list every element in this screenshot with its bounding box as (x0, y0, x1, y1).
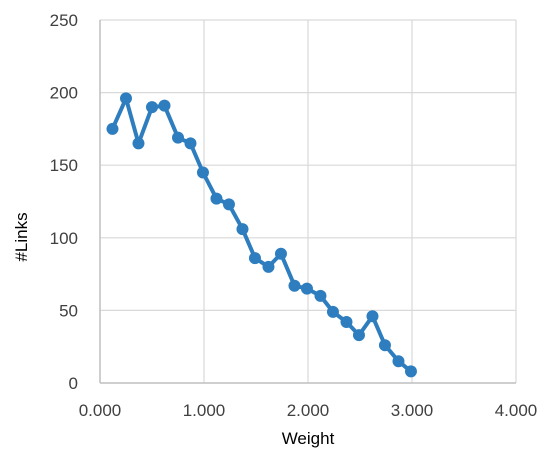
data-point (184, 137, 197, 150)
data-point (314, 289, 327, 302)
data-point (378, 339, 391, 352)
data-point (262, 260, 275, 273)
data-point (366, 310, 379, 323)
data-point (300, 282, 313, 295)
data-point (120, 92, 132, 105)
x-tick-label: 4.000 (495, 401, 538, 420)
data-point (340, 316, 353, 329)
y-tick-label: 250 (50, 11, 78, 30)
data-point (172, 131, 184, 144)
data-point (222, 198, 235, 211)
tick-labels: 0 50 100 150 200 250 0.000 1.000 2.000 3.000 4.000 (50, 11, 538, 420)
data-point (236, 223, 249, 236)
data-point (210, 192, 223, 205)
data-point (146, 101, 158, 114)
x-tick-label: 2.000 (287, 401, 330, 420)
data-point (106, 122, 119, 135)
data-point (158, 99, 171, 112)
data-point (404, 365, 417, 378)
data-point (132, 137, 145, 150)
x-tick-label: 3.000 (391, 401, 434, 420)
y-tick-label: 150 (50, 156, 78, 175)
y-tick-label: 200 (50, 84, 78, 103)
y-tick-label: 100 (50, 229, 78, 248)
axes (99, 20, 516, 384)
data-point (352, 329, 365, 342)
data-point (392, 355, 405, 368)
gridlines (100, 19, 517, 383)
x-tick-label: 1.000 (183, 401, 226, 420)
x-axis-title: Weight (282, 429, 335, 448)
x-tick-label: 0.000 (79, 401, 122, 420)
y-axis-title: #Links (12, 212, 31, 261)
y-tick-label: 50 (59, 301, 78, 320)
data-point (196, 166, 209, 179)
series (106, 92, 417, 378)
data-point (274, 247, 287, 260)
data-point (248, 252, 261, 265)
y-tick-label: 0 (69, 374, 78, 393)
data-point (288, 279, 301, 292)
data-point (326, 305, 339, 318)
series-line (110, 96, 413, 374)
